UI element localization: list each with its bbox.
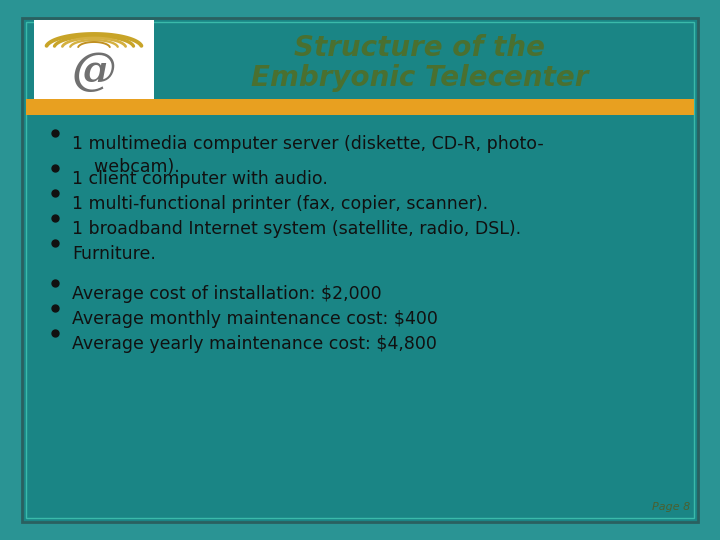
Text: Average monthly maintenance cost: $400: Average monthly maintenance cost: $400 [72, 310, 438, 328]
Text: Average yearly maintenance cost: $4,800: Average yearly maintenance cost: $4,800 [72, 335, 437, 353]
Bar [26, 99, 694, 115]
Text: 1 multimedia computer server (diskette, CD-R, photo-
    webcam).: 1 multimedia computer server (diskette, … [72, 135, 544, 176]
Bar [34, 20, 154, 110]
Text: Furniture.: Furniture. [72, 245, 156, 263]
Text: Structure of the: Structure of the [294, 34, 546, 62]
Text: Page 8: Page 8 [652, 502, 690, 512]
Text: Embryonic Telecenter: Embryonic Telecenter [251, 64, 589, 92]
Text: 1 broadband Internet system (satellite, radio, DSL).: 1 broadband Internet system (satellite, … [72, 220, 521, 238]
Text: @: @ [72, 51, 116, 93]
Text: 1 client computer with audio.: 1 client computer with audio. [72, 170, 328, 188]
Text: 1 multi-functional printer (fax, copier, scanner).: 1 multi-functional printer (fax, copier,… [72, 195, 488, 213]
Text: Average cost of installation: $2,000: Average cost of installation: $2,000 [72, 285, 382, 303]
